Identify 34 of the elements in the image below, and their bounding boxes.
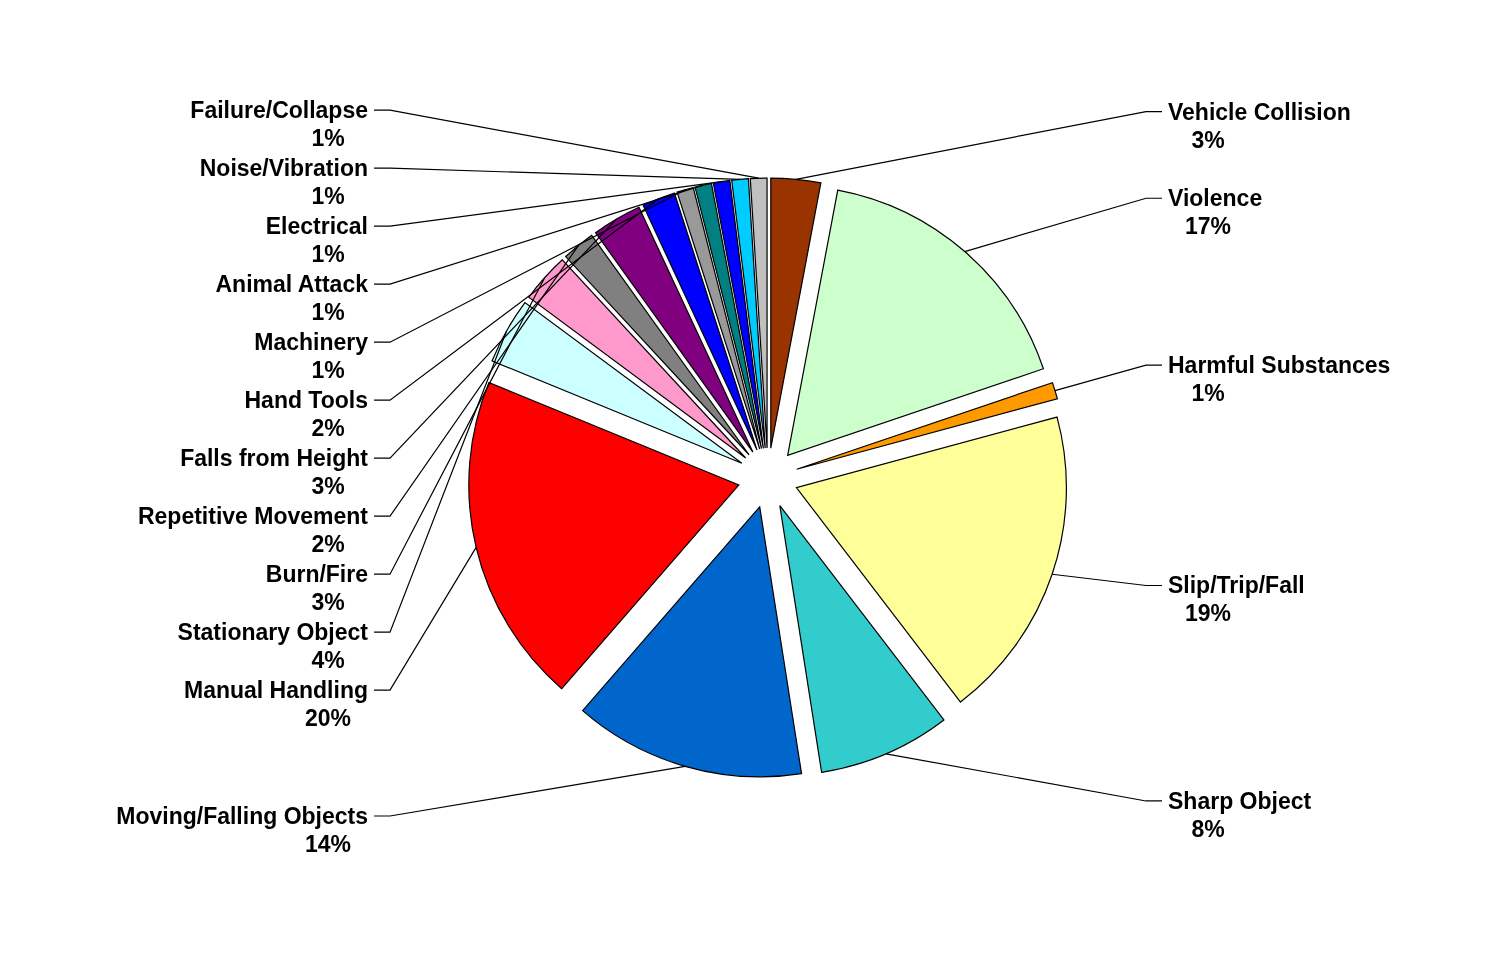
data-label: 1% bbox=[311, 125, 345, 152]
slice-label: Falls from Height bbox=[180, 445, 369, 472]
slice-label: Slip/Trip/Fall bbox=[1168, 572, 1305, 599]
slice-label: Machinery bbox=[254, 329, 369, 356]
data-label: 20% bbox=[304, 705, 352, 732]
slice-label: Animal Attack bbox=[215, 271, 369, 298]
data-label: 3% bbox=[311, 473, 345, 500]
data-label: 1% bbox=[311, 183, 345, 210]
data-label: 4% bbox=[311, 647, 345, 674]
data-label: 17% bbox=[1184, 213, 1232, 240]
data-label: 2% bbox=[311, 531, 345, 558]
data-label: 8% bbox=[1191, 815, 1225, 842]
data-label: 1% bbox=[311, 299, 345, 326]
slice-label: Violence bbox=[1168, 185, 1263, 212]
data-label: 3% bbox=[311, 589, 345, 616]
data-label: 1% bbox=[1191, 380, 1225, 407]
data-label: 19% bbox=[1184, 600, 1232, 627]
slice-label: Noise/Vibration bbox=[199, 155, 368, 182]
data-label: 14% bbox=[304, 830, 352, 857]
slice-label: Stationary Object bbox=[177, 619, 369, 646]
data-label: 1% bbox=[311, 357, 345, 384]
slice-label: Sharp Object bbox=[1168, 787, 1312, 814]
slice-label: Moving/Falling Objects bbox=[116, 802, 368, 829]
data-label: 1% bbox=[311, 241, 345, 268]
slice-label: Hand Tools bbox=[244, 387, 368, 414]
slice-label: Burn/Fire bbox=[265, 561, 368, 588]
slice-label: Failure/Collapse bbox=[190, 97, 368, 124]
data-label: 2% bbox=[311, 415, 345, 442]
slice-label: Repetitive Movement bbox=[137, 503, 369, 530]
slice-label: Harmful Substances bbox=[1168, 352, 1391, 379]
slice-label: Vehicle Collision bbox=[1168, 98, 1351, 125]
slice-label: Manual Handling bbox=[184, 677, 368, 704]
data-label: 3% bbox=[1191, 126, 1225, 153]
slice-label: Electrical bbox=[265, 213, 368, 240]
